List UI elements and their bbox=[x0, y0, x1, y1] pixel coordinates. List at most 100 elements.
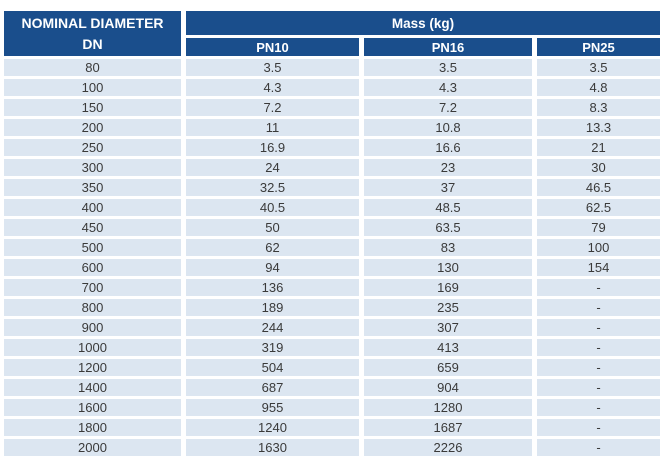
pn25-cell: 79 bbox=[537, 219, 661, 236]
dn-cell: 2000 bbox=[4, 439, 181, 456]
pn25-cell: - bbox=[537, 319, 661, 336]
table-row: 500 62 83 100 bbox=[4, 239, 661, 256]
table-row: 1600 955 1280- bbox=[4, 399, 661, 416]
pn16-cell: 63.5 bbox=[364, 219, 532, 236]
pn25-column-header: PN25 bbox=[537, 38, 661, 56]
pn25-cell: - bbox=[537, 299, 661, 316]
pn16-cell: 659 bbox=[364, 359, 532, 376]
pn10-cell: 24 bbox=[186, 159, 359, 176]
dn-cell: 300 bbox=[4, 159, 181, 176]
pn10-cell: 62 bbox=[186, 239, 359, 256]
dn-cell: 80 bbox=[4, 59, 181, 76]
pn16-cell: 169 bbox=[364, 279, 532, 296]
table-row: 1000 319 413- bbox=[4, 339, 661, 356]
pn16-cell: 1687 bbox=[364, 419, 532, 436]
pn10-cell: 32.5 bbox=[186, 179, 359, 196]
mass-group-header: Mass (kg) bbox=[186, 11, 661, 35]
dn-cell: 100 bbox=[4, 79, 181, 96]
pn10-cell: 4.3 bbox=[186, 79, 359, 96]
pn16-cell: 16.6 bbox=[364, 139, 532, 156]
table-body: 80 3.5 3.5 3.5 100 4.3 4.3 4.8 150 7.2 7.2 8.3 200 11… bbox=[4, 59, 661, 456]
table-row: 450 50 63.5 79 bbox=[4, 219, 661, 236]
dn-cell: 450 bbox=[4, 219, 181, 236]
pn25-cell: - bbox=[537, 419, 661, 436]
pn16-cell: 37 bbox=[364, 179, 532, 196]
pn10-cell: 16.9 bbox=[186, 139, 359, 156]
table-row: 1400 687 904- bbox=[4, 379, 661, 396]
dn-cell: 200 bbox=[4, 119, 181, 136]
pn25-cell: - bbox=[537, 279, 661, 296]
table-header: NOMINAL DIAMETER DN Mass (kg) PN10 PN16 … bbox=[4, 11, 661, 56]
pn10-cell: 955 bbox=[186, 399, 359, 416]
table-row: 80 3.5 3.5 3.5 bbox=[4, 59, 661, 76]
pn25-cell: 62.5 bbox=[537, 199, 661, 216]
pn10-cell: 504 bbox=[186, 359, 359, 376]
pn16-cell: 413 bbox=[364, 339, 532, 356]
pn16-cell: 10.8 bbox=[364, 119, 532, 136]
dn-cell: 400 bbox=[4, 199, 181, 216]
pn25-cell: 3.5 bbox=[537, 59, 661, 76]
nominal-diameter-label-line2: DN bbox=[82, 35, 103, 52]
pn10-cell: 11 bbox=[186, 119, 359, 136]
pn10-cell: 1630 bbox=[186, 439, 359, 456]
pn16-cell: 235 bbox=[364, 299, 532, 316]
dn-cell: 900 bbox=[4, 319, 181, 336]
dn-cell: 1400 bbox=[4, 379, 181, 396]
pn25-cell: - bbox=[537, 399, 661, 416]
table-row: 350 32.5 37 46.5 bbox=[4, 179, 661, 196]
pn25-cell: - bbox=[537, 359, 661, 376]
pn10-column-header: PN10 bbox=[186, 38, 359, 56]
pn16-cell: 1280 bbox=[364, 399, 532, 416]
pn10-cell: 7.2 bbox=[186, 99, 359, 116]
table-row: 1800 1240 1687- bbox=[4, 419, 661, 436]
dn-cell: 350 bbox=[4, 179, 181, 196]
pn16-cell: 3.5 bbox=[364, 59, 532, 76]
table-row: 100 4.3 4.3 4.8 bbox=[4, 79, 661, 96]
table-row: 150 7.2 7.2 8.3 bbox=[4, 99, 661, 116]
group-header-row: NOMINAL DIAMETER DN Mass (kg) bbox=[4, 11, 661, 56]
table-row: 600 94 130 154 bbox=[4, 259, 661, 276]
pn25-cell: 100 bbox=[537, 239, 661, 256]
pn10-cell: 3.5 bbox=[186, 59, 359, 76]
pn25-cell: 21 bbox=[537, 139, 661, 156]
table-row: 700 136 169- bbox=[4, 279, 661, 296]
pn16-cell: 23 bbox=[364, 159, 532, 176]
pn16-cell: 130 bbox=[364, 259, 532, 276]
pn25-cell: 30 bbox=[537, 159, 661, 176]
pn16-cell: 2226 bbox=[364, 439, 532, 456]
pn10-cell: 50 bbox=[186, 219, 359, 236]
pn25-cell: 154 bbox=[537, 259, 661, 276]
dn-cell: 150 bbox=[4, 99, 181, 116]
pn16-cell: 307 bbox=[364, 319, 532, 336]
pn16-cell: 904 bbox=[364, 379, 532, 396]
pn25-cell: - bbox=[537, 439, 661, 456]
pn-header-row: PN10 PN16 PN25 bbox=[4, 38, 661, 56]
table-row: 2000 1630 2226- bbox=[4, 439, 661, 456]
pn25-cell: - bbox=[537, 379, 661, 396]
table-row: 250 16.9 16.6 21 bbox=[4, 139, 661, 156]
dn-cell: 1000 bbox=[4, 339, 181, 356]
pn25-cell: 46.5 bbox=[537, 179, 661, 196]
pn10-cell: 94 bbox=[186, 259, 359, 276]
nominal-diameter-header: NOMINAL DIAMETER DN bbox=[4, 11, 181, 56]
pn16-cell: 83 bbox=[364, 239, 532, 256]
table-row: 400 40.5 48.5 62.5 bbox=[4, 199, 661, 216]
table-row: 900 244 307- bbox=[4, 319, 661, 336]
pn25-cell: 4.8 bbox=[537, 79, 661, 96]
table-row: 1200 504 659- bbox=[4, 359, 661, 376]
dn-cell: 1600 bbox=[4, 399, 181, 416]
pn10-cell: 40.5 bbox=[186, 199, 359, 216]
dn-cell: 600 bbox=[4, 259, 181, 276]
table-row: 200 11 10.8 13.3 bbox=[4, 119, 661, 136]
pn16-cell: 4.3 bbox=[364, 79, 532, 96]
dn-cell: 800 bbox=[4, 299, 181, 316]
pn25-cell: 13.3 bbox=[537, 119, 661, 136]
pn10-cell: 319 bbox=[186, 339, 359, 356]
nominal-diameter-label-line1: NOMINAL DIAMETER bbox=[21, 15, 164, 32]
dn-cell: 500 bbox=[4, 239, 181, 256]
pn25-cell: 8.3 bbox=[537, 99, 661, 116]
table-row: 800 189 235- bbox=[4, 299, 661, 316]
pn10-cell: 1240 bbox=[186, 419, 359, 436]
pn16-cell: 48.5 bbox=[364, 199, 532, 216]
pn10-cell: 136 bbox=[186, 279, 359, 296]
